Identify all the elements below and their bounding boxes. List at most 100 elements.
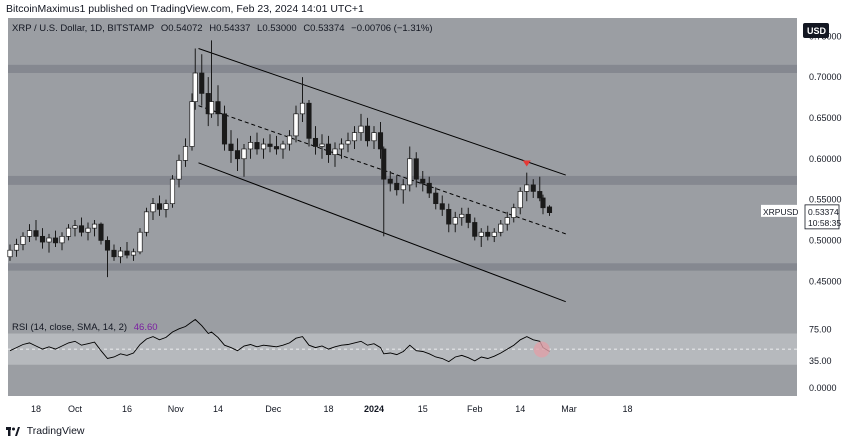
time-tick-label: 14 bbox=[515, 404, 525, 414]
candle bbox=[85, 222, 91, 241]
symbol-tag-label: XRPUSD bbox=[763, 207, 798, 217]
candle bbox=[137, 228, 143, 255]
candle bbox=[189, 93, 195, 151]
candle bbox=[65, 224, 72, 241]
price-tick-label: 0.65000 bbox=[809, 113, 842, 123]
candle-body bbox=[189, 101, 195, 147]
candle bbox=[7, 244, 13, 261]
candle-body bbox=[260, 143, 267, 150]
candle-body bbox=[137, 231, 143, 253]
time-tick-label: Mar bbox=[561, 404, 577, 414]
candle bbox=[332, 142, 338, 167]
candle-body bbox=[407, 158, 413, 186]
low-value: L0.53000 bbox=[257, 23, 297, 34]
change-value: −0.00706 (−1.31%) bbox=[351, 23, 433, 34]
close-value: C0.53374 bbox=[303, 23, 345, 34]
candle bbox=[169, 175, 176, 208]
candle-body bbox=[537, 191, 543, 199]
candle-body bbox=[491, 231, 497, 237]
candle bbox=[52, 230, 59, 247]
candle-body bbox=[199, 72, 205, 94]
candle bbox=[530, 179, 536, 198]
brand-name: TradingView bbox=[26, 425, 85, 437]
price-tag-value: 0.53374 bbox=[808, 207, 839, 217]
tradingview-logo-icon bbox=[6, 426, 20, 436]
candle bbox=[72, 220, 78, 237]
candle bbox=[491, 228, 497, 243]
candle-body bbox=[33, 230, 39, 237]
candle bbox=[46, 233, 52, 253]
currency-badge-bg bbox=[803, 23, 829, 38]
candle bbox=[267, 134, 273, 153]
candle-body bbox=[65, 227, 72, 237]
candle-body bbox=[156, 203, 163, 210]
candle bbox=[192, 48, 198, 110]
candle bbox=[104, 236, 111, 278]
rsi-tick-label: 0.0000 bbox=[809, 383, 837, 393]
candle-body bbox=[7, 249, 13, 258]
candle-body bbox=[98, 223, 104, 241]
candle bbox=[143, 207, 150, 237]
channel-lower-line bbox=[198, 162, 566, 303]
candle bbox=[400, 179, 406, 204]
candle-body bbox=[169, 178, 176, 205]
candle-body bbox=[400, 184, 406, 191]
candle bbox=[59, 232, 65, 251]
candle-body bbox=[78, 225, 85, 233]
candle bbox=[465, 207, 471, 229]
candle-body bbox=[332, 148, 338, 156]
candle bbox=[117, 246, 124, 264]
candle bbox=[472, 217, 478, 241]
candle bbox=[546, 205, 553, 216]
candle bbox=[540, 194, 546, 215]
candle-body bbox=[267, 143, 273, 147]
candle bbox=[78, 217, 85, 237]
candle-body bbox=[163, 203, 169, 210]
currency-label: USD bbox=[807, 26, 827, 36]
candle-body bbox=[228, 143, 234, 151]
candle-body bbox=[286, 135, 293, 145]
time-tick-label: 2024 bbox=[364, 404, 384, 414]
candle-body bbox=[111, 249, 117, 258]
candle bbox=[407, 146, 413, 192]
time-tick-label: Dec bbox=[265, 404, 282, 414]
candle-body bbox=[439, 203, 445, 210]
candle bbox=[371, 126, 377, 149]
price-chart[interactable]: 0.750000.700000.650000.600000.550000.500… bbox=[0, 18, 850, 420]
rsi-pane[interactable] bbox=[8, 314, 797, 396]
price-tag-countdown: 10:58:35 bbox=[808, 218, 841, 228]
horizontal-zone bbox=[8, 263, 797, 271]
candle-body bbox=[72, 225, 78, 229]
candle bbox=[199, 54, 205, 106]
candle-body bbox=[345, 140, 351, 145]
candle bbox=[387, 171, 393, 192]
candle-body bbox=[130, 251, 137, 256]
candle-body bbox=[215, 101, 221, 115]
candle-body bbox=[20, 235, 26, 245]
candle bbox=[364, 117, 371, 147]
candle-body bbox=[387, 178, 393, 184]
candle bbox=[377, 122, 384, 159]
symbol-title: XRP / U.S. Dollar, 1D, BITSTAMP bbox=[12, 23, 155, 34]
rsi-label: RSI (14, close, SMA, 14, 2) bbox=[12, 322, 128, 333]
candle bbox=[504, 211, 510, 231]
candle-body bbox=[517, 191, 523, 209]
candle bbox=[485, 225, 491, 241]
price-tick-label: 0.55000 bbox=[809, 195, 842, 205]
open-value: O0.54072 bbox=[160, 23, 203, 34]
price-tick-label: 0.70000 bbox=[809, 72, 842, 82]
candle-body bbox=[85, 227, 91, 233]
candle bbox=[130, 248, 137, 261]
candle bbox=[358, 113, 364, 141]
candle bbox=[524, 172, 530, 202]
candle-body bbox=[472, 222, 478, 237]
price-pane[interactable] bbox=[7, 18, 797, 314]
candle-body bbox=[293, 113, 299, 137]
candle-body bbox=[325, 143, 332, 156]
horizontal-zone bbox=[8, 64, 797, 73]
attribution-text: BitcoinMaximus1 published on TradingView… bbox=[6, 3, 364, 15]
candle-body bbox=[485, 231, 491, 237]
candle-body bbox=[26, 230, 33, 237]
candle bbox=[280, 140, 286, 159]
rsi-tick-label: 35.00 bbox=[809, 356, 832, 366]
